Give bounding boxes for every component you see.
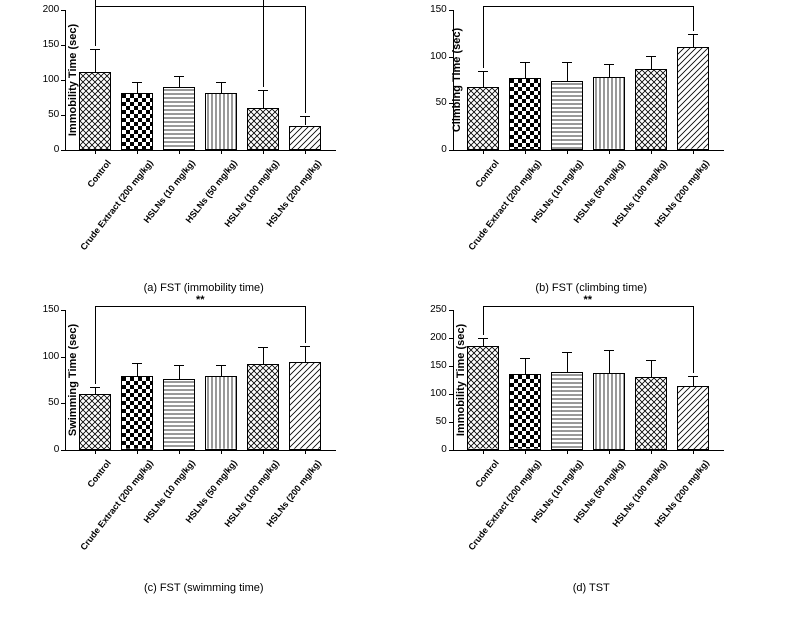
bar — [635, 69, 667, 150]
x-tick-label: Control — [419, 458, 501, 559]
significance-label: ** — [188, 294, 212, 306]
y-tick-label: 0 — [31, 144, 59, 155]
significance-label: *** — [576, 0, 600, 6]
y-tick-label: 250 — [419, 304, 447, 315]
y-tick-label: 50 — [419, 97, 447, 108]
bar — [551, 81, 583, 150]
y-tick-label: 150 — [31, 39, 59, 50]
bar — [289, 126, 321, 151]
bar — [509, 374, 541, 450]
x-tick-label: HSLNs (10 mg/kg) — [115, 158, 197, 259]
x-tick-label: Control — [419, 158, 501, 259]
x-tick-label: Control — [31, 158, 113, 259]
bar — [163, 87, 195, 150]
x-tick-label: HSLNs (50 mg/kg) — [157, 158, 239, 259]
x-tick-label: HSLNs (50 mg/kg) — [157, 458, 239, 559]
y-tick-label: 100 — [31, 74, 59, 85]
y-tick-label: 100 — [419, 388, 447, 399]
y-tick-label: 0 — [31, 444, 59, 455]
x-tick-label: HSLNs (200 mg/kg) — [241, 158, 323, 259]
x-tick-label: Crude Extract (200 mg/kg) — [461, 158, 543, 259]
chart-b: Climbing Time (sec)050100150ControlCrude… — [398, 10, 785, 280]
bar — [467, 346, 499, 450]
bar — [677, 47, 709, 150]
y-tick-label: 150 — [31, 304, 59, 315]
y-tick-label: 200 — [31, 4, 59, 15]
x-tick-label: Crude Extract (200 mg/kg) — [461, 458, 543, 559]
y-tick-label: 0 — [419, 444, 447, 455]
x-tick-label: HSLNs (100 mg/kg) — [199, 458, 281, 559]
y-tick-label: 100 — [31, 351, 59, 362]
panel-caption: (a) FST (immobility time) — [144, 282, 264, 294]
bar — [593, 77, 625, 150]
bar — [163, 379, 195, 450]
x-tick-label: HSLNs (10 mg/kg) — [115, 458, 197, 559]
bar — [247, 364, 279, 450]
bar — [509, 78, 541, 150]
bar — [289, 362, 321, 450]
bar — [677, 386, 709, 450]
bar — [205, 376, 237, 450]
x-tick-label: HSLNs (200 mg/kg) — [629, 158, 711, 259]
x-tick-label: HSLNs (10 mg/kg) — [503, 158, 585, 259]
bar — [467, 87, 499, 150]
panel-a: Immobility Time (sec)050100150200Control… — [10, 10, 398, 310]
y-tick-label: 150 — [419, 360, 447, 371]
bar — [247, 108, 279, 150]
x-tick-label: HSLNs (100 mg/kg) — [587, 458, 669, 559]
bar — [121, 376, 153, 450]
y-tick-label: 50 — [31, 109, 59, 120]
bar — [79, 72, 111, 150]
x-tick-label: Crude Extract (200 mg/kg) — [73, 458, 155, 559]
chart-a: Immobility Time (sec)050100150200Control… — [10, 10, 397, 280]
panel-c: Swimming Time (sec)050100150ControlCrude… — [10, 310, 398, 610]
x-tick-label: Crude Extract (200 mg/kg) — [73, 158, 155, 259]
panel-caption: (b) FST (climbing time) — [535, 282, 647, 294]
panel-b: Climbing Time (sec)050100150ControlCrude… — [398, 10, 786, 310]
y-tick-label: 100 — [419, 51, 447, 62]
y-tick-label: 50 — [419, 416, 447, 427]
significance-label: *** — [188, 0, 212, 6]
panel-caption: (c) FST (swimming time) — [144, 582, 264, 594]
bar — [121, 93, 153, 150]
x-tick-label: HSLNs (10 mg/kg) — [503, 458, 585, 559]
chart-c: Swimming Time (sec)050100150ControlCrude… — [10, 310, 397, 580]
bar — [551, 372, 583, 450]
y-tick-label: 0 — [419, 144, 447, 155]
panel-caption: (d) TST — [573, 582, 610, 594]
x-tick-label: HSLNs (200 mg/kg) — [241, 458, 323, 559]
x-tick-label: HSLNs (50 mg/kg) — [545, 158, 627, 259]
y-tick-label: 200 — [419, 332, 447, 343]
significance-label: ** — [576, 294, 600, 306]
chart-grid: Immobility Time (sec)050100150200Control… — [10, 10, 785, 610]
bar — [593, 373, 625, 450]
panel-d: Immobility Time (sec)050100150200250Cont… — [398, 310, 786, 610]
x-tick-label: HSLNs (100 mg/kg) — [587, 158, 669, 259]
x-tick-label: HSLNs (50 mg/kg) — [545, 458, 627, 559]
bar — [635, 377, 667, 450]
x-tick-label: HSLNs (100 mg/kg) — [199, 158, 281, 259]
y-tick-label: 50 — [31, 397, 59, 408]
bar — [79, 394, 111, 450]
y-tick-label: 150 — [419, 4, 447, 15]
x-tick-label: HSLNs (200 mg/kg) — [629, 458, 711, 559]
x-tick-label: Control — [31, 458, 113, 559]
chart-d: Immobility Time (sec)050100150200250Cont… — [398, 310, 785, 580]
bar — [205, 93, 237, 150]
